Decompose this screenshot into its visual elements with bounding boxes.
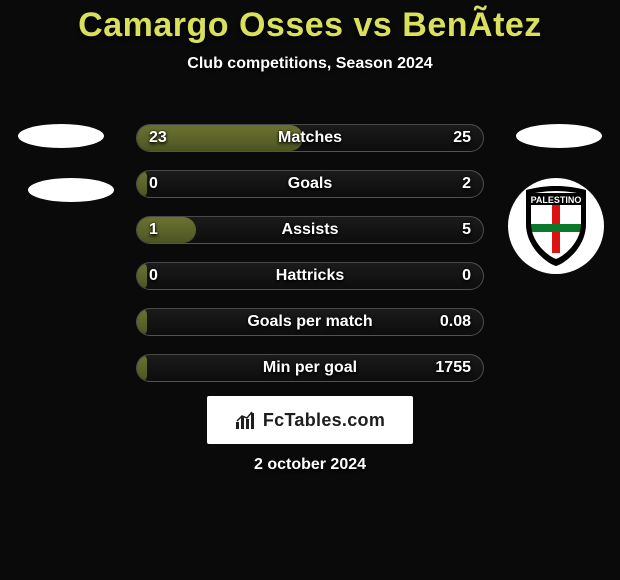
stat-fill: [137, 171, 147, 197]
stats-list: 23 Matches 25 0 Goals 2 1 Assists 5 0 Hattricks 0 Go…: [136, 124, 484, 382]
player1-avatar-placeholder: [18, 124, 104, 148]
stat-row: 0 Hattricks 0: [136, 262, 484, 290]
date-label: 2 october 2024: [254, 456, 366, 474]
stat-fill: [137, 263, 147, 289]
stat-left-value: 1: [149, 221, 158, 239]
fctables-watermark[interactable]: FcTables.com: [207, 396, 413, 444]
player2-avatar-placeholder: [516, 124, 602, 148]
shield-icon: PALESTINO: [520, 184, 592, 268]
stat-left-value: 0: [149, 267, 158, 285]
stat-label: Assists: [282, 221, 339, 239]
stat-row: 1 Assists 5: [136, 216, 484, 244]
stat-label: Hattricks: [276, 267, 344, 285]
stat-fill: [137, 309, 147, 335]
page-title: Camargo Osses vs BenÃ­tez: [0, 6, 620, 45]
player1-club-placeholder: [28, 178, 114, 202]
player2-club-badge: PALESTINO: [508, 178, 604, 274]
stat-right-value: 0.08: [440, 313, 471, 331]
stat-right-value: 25: [453, 129, 471, 147]
stat-right-value: 2: [462, 175, 471, 193]
fctables-label: FcTables.com: [263, 410, 385, 431]
stat-row: 23 Matches 25: [136, 124, 484, 152]
stat-right-value: 5: [462, 221, 471, 239]
stat-right-value: 0: [462, 267, 471, 285]
stat-left-value: 23: [149, 129, 167, 147]
club-badge-label: PALESTINO: [531, 195, 582, 205]
bars-icon: [235, 410, 257, 430]
stat-row: 0 Goals 2: [136, 170, 484, 198]
stat-left-value: 0: [149, 175, 158, 193]
comparison-card: Camargo Osses vs BenÃ­tez Club competiti…: [0, 0, 620, 580]
stat-fill: [137, 355, 147, 381]
stat-right-value: 1755: [435, 359, 471, 377]
stat-row: Goals per match 0.08: [136, 308, 484, 336]
page-subtitle: Club competitions, Season 2024: [0, 55, 620, 73]
stat-row: Min per goal 1755: [136, 354, 484, 382]
stat-fill: [137, 217, 196, 243]
stat-label: Min per goal: [263, 359, 357, 377]
stat-label: Goals per match: [247, 313, 372, 331]
stat-label: Matches: [278, 129, 342, 147]
stat-label: Goals: [288, 175, 332, 193]
